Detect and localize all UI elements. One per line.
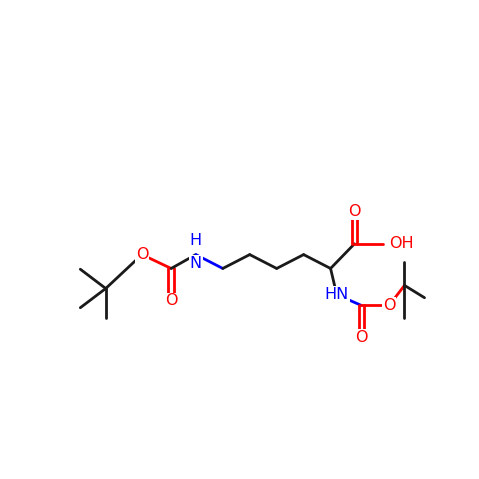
Text: O: O — [165, 293, 177, 308]
Text: OH: OH — [389, 236, 414, 251]
Text: O: O — [383, 298, 395, 313]
Text: O: O — [136, 247, 148, 262]
Text: O: O — [348, 204, 361, 219]
Text: N: N — [190, 256, 202, 271]
Text: H: H — [190, 233, 202, 248]
Text: HN: HN — [325, 287, 349, 302]
Text: O: O — [355, 330, 367, 345]
